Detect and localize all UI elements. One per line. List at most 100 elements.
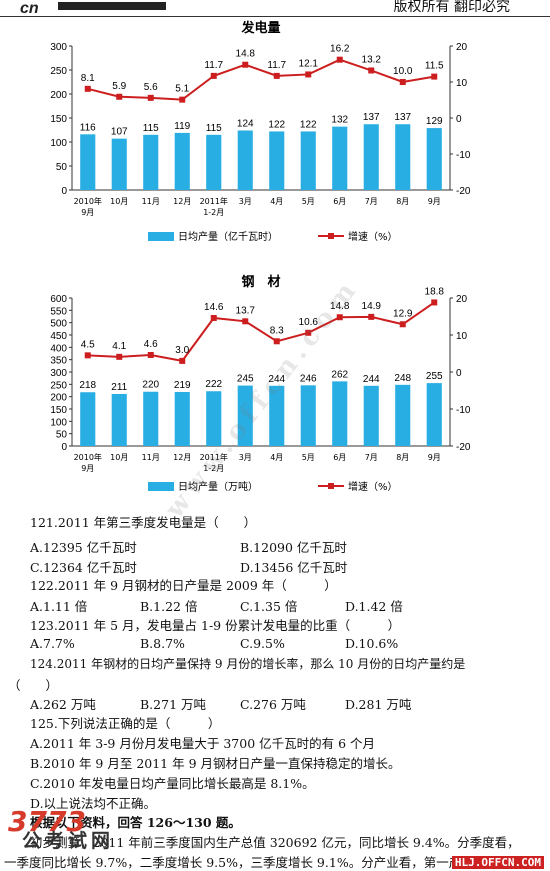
left-tick-label: 100 [50, 417, 67, 428]
left-tick-label: 0 [61, 442, 67, 453]
copyright-notice: 版权所有 翻印必究 [393, 0, 510, 15]
bar-value-label: 255 [426, 371, 443, 382]
x-tick-label: 9月 [428, 197, 441, 206]
bar-value-label: 248 [394, 373, 411, 384]
watermark-subtitle: 公考试网 [22, 830, 115, 852]
bar-value-label: 245 [237, 374, 254, 385]
left-tick-label: 600 [50, 294, 67, 305]
q122-option-c: C.1.35 倍 [240, 599, 298, 614]
bar [269, 131, 285, 190]
right-tick-label: -20 [456, 186, 471, 197]
q121-option-d: D.13456 亿千瓦时 [240, 560, 348, 575]
bar-value-label: 124 [237, 118, 254, 129]
growth-point [305, 329, 312, 336]
x-tick-label: 9月 [81, 208, 94, 217]
bar [363, 124, 379, 190]
growth-point [242, 61, 249, 68]
growth-value-label: 14.6 [204, 302, 224, 313]
q123-option-a: A.7.7% [30, 636, 75, 651]
right-tick-label: 10 [456, 331, 468, 342]
q124-option-c: C.276 万吨 [240, 697, 306, 712]
q121-stem: 121.2011 年第三季度发电量是（ ） [30, 515, 257, 530]
bar [237, 130, 253, 190]
growth-line [87, 58, 435, 101]
left-tick-label: 250 [50, 380, 67, 391]
q122-option-a: A.1.11 倍 [30, 599, 88, 614]
growth-value-label: 4.5 [81, 339, 95, 350]
bar [426, 383, 442, 446]
growth-value-label: 11.7 [267, 60, 286, 71]
q123-option-c: C.9.5% [240, 636, 285, 651]
legend-line-marker [328, 233, 334, 239]
bar-value-label: 220 [142, 380, 159, 391]
right-tick-label: -20 [456, 442, 471, 453]
bar-value-label: 219 [174, 380, 191, 391]
growth-point [399, 79, 406, 85]
bar [206, 134, 222, 190]
growth-value-label: 8.1 [81, 73, 95, 84]
left-tick-label: 450 [50, 331, 67, 342]
growth-point [210, 72, 217, 79]
section-heading: 根据以下资料，回答 126～130 题。 [30, 815, 241, 830]
x-tick-label: 4月 [270, 453, 283, 462]
left-tick-label: 100 [50, 138, 67, 149]
q123-option-d: D.10.6% [345, 636, 399, 651]
x-tick-label: 3月 [239, 453, 252, 462]
left-tick-label: 50 [56, 162, 68, 173]
bar [269, 385, 285, 446]
x-tick-label: 5月 [302, 197, 315, 206]
x-tick-label: 10月 [110, 197, 128, 206]
right-tick-label: 20 [456, 42, 468, 53]
right-tick-label: 0 [456, 368, 462, 379]
q125-option-a: A.2011 年 3-9 月份月发电量大于 3700 亿千瓦时的有 6 个月 [30, 736, 376, 751]
bar [426, 128, 442, 190]
offcn-logo: cn [20, 0, 39, 17]
bar [206, 391, 222, 446]
growth-point [242, 318, 249, 325]
q121-option-a: A.12395 亿千瓦时 [30, 540, 137, 555]
bar [332, 126, 348, 190]
x-tick-label: 1-2月 [203, 464, 224, 473]
bar-value-label: 119 [174, 121, 190, 132]
bar-value-label: 122 [268, 119, 285, 130]
left-tick-label: 250 [50, 66, 67, 77]
bar-value-label: 262 [331, 369, 348, 380]
bar-value-label: 137 [363, 112, 380, 123]
legend-line-label: 增速（%） [348, 480, 398, 493]
growth-point [305, 71, 312, 78]
growth-point [210, 314, 217, 321]
watermark-url: HLJ.OFFCN.COM [451, 856, 544, 869]
legend-line-label: 增速（%） [348, 230, 398, 243]
x-tick-label: 9月 [428, 453, 441, 462]
growth-value-label: 8.3 [270, 325, 284, 336]
legend-line-marker [328, 483, 334, 489]
bar-value-label: 115 [143, 123, 159, 134]
electricity-chart-svg: 发电量 0 50 100 150 200 250 300 -20 -10 0 10 20 116 107 11… [50, 20, 471, 243]
growth-point [336, 56, 343, 63]
x-tick-label: 2010年 [74, 196, 102, 206]
growth-value-label: 10.6 [299, 317, 319, 328]
x-tick-label: 8月 [396, 453, 409, 462]
bar [237, 385, 253, 446]
growth-value-label: 14.8 [236, 49, 256, 60]
legend-bar-label: 日均产量（万吨） [178, 480, 258, 493]
bar [111, 393, 127, 446]
growth-value-label: 18.8 [425, 286, 445, 297]
growth-point [336, 314, 343, 321]
x-tick-label: 6月 [333, 197, 346, 206]
x-tick-label: 2011年 [200, 452, 228, 462]
x-tick-label: 7月 [365, 453, 378, 462]
bar [300, 131, 316, 190]
growth-value-label: 14.8 [330, 301, 350, 312]
growth-value-label: 16.2 [330, 44, 350, 55]
bar [395, 384, 411, 446]
growth-point [84, 85, 91, 92]
left-tick-label: 150 [50, 405, 67, 416]
x-tick-label: 9月 [81, 464, 94, 473]
x-tick-label: 11月 [142, 453, 160, 462]
legend-bar-swatch [148, 232, 174, 241]
left-tick-label: 300 [50, 42, 67, 53]
left-tick-label: 200 [50, 90, 67, 101]
x-tick-label: 8月 [396, 197, 409, 206]
bar [363, 385, 379, 446]
